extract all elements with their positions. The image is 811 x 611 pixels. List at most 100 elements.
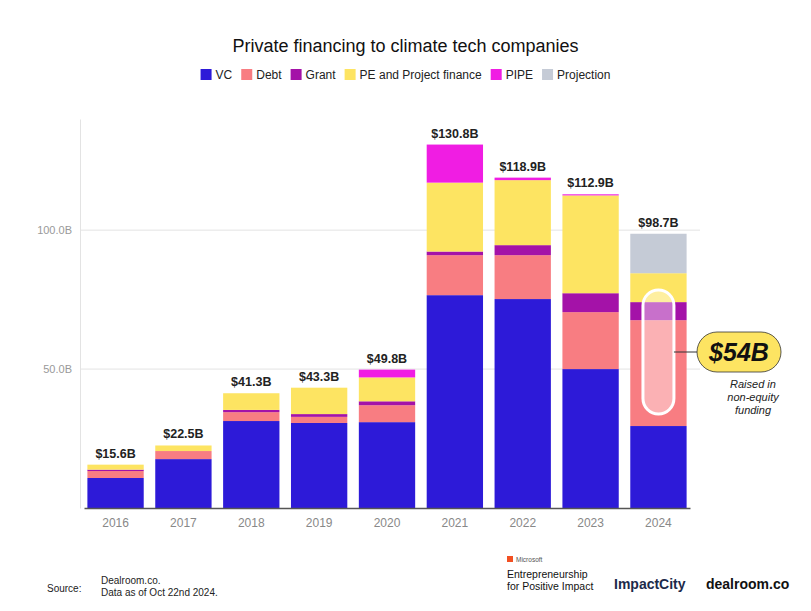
footer: Source: Dealroom.co.Data as of Oct 22nd 2… xyxy=(47,556,789,598)
y-axis: 50.0B 100.0B xyxy=(37,120,80,509)
x-tick-label: 2022 xyxy=(509,516,536,530)
x-tick-label: 2021 xyxy=(442,516,469,530)
logo-microsoft: Microsoft xyxy=(516,556,543,563)
annotation-box xyxy=(697,332,781,372)
bar-segment xyxy=(427,295,483,508)
bar-segment xyxy=(630,234,686,273)
source-label: Source: xyxy=(47,583,81,594)
bar-segment xyxy=(359,405,415,422)
x-tick-label: 2020 xyxy=(374,516,401,530)
bar-segment xyxy=(562,194,618,195)
x-tick: 2024 xyxy=(645,508,672,530)
logo-impactcity: ImpactCity xyxy=(614,576,686,592)
bar-segment xyxy=(155,451,211,459)
x-tick: 2022 xyxy=(509,508,536,530)
source-text: Dealroom.co. xyxy=(101,575,160,586)
total-label: $22.5B xyxy=(163,427,203,441)
logo-icon xyxy=(507,556,513,562)
bar-segment xyxy=(427,255,483,295)
legend-label: VC xyxy=(216,68,233,82)
chart: Private financing to climate tech compan… xyxy=(0,0,811,611)
series-4 xyxy=(359,145,619,378)
bar-segment xyxy=(87,471,143,478)
annotation-note: funding xyxy=(735,404,772,416)
x-tick-label: 2016 xyxy=(102,516,129,530)
bar-segment xyxy=(223,410,279,412)
bar-segment xyxy=(87,464,143,465)
bar-segment xyxy=(562,312,618,369)
y-axis-line xyxy=(80,120,81,509)
legend-label: Projection xyxy=(557,68,610,82)
legend-label: PIPE xyxy=(506,68,533,82)
x-tick: 2019 xyxy=(306,508,333,530)
x-tick: 2017 xyxy=(170,508,197,530)
legend-swatch xyxy=(345,69,356,80)
bar-segment xyxy=(427,183,483,252)
y-tick: 100.0B xyxy=(37,224,80,236)
y-tick-label: 50.0B xyxy=(43,363,72,375)
total-label: $130.8B xyxy=(431,127,478,141)
total-label: $98.7B xyxy=(638,216,678,230)
x-tick: 2016 xyxy=(102,508,129,530)
legend-swatch xyxy=(201,69,212,80)
x-tick-label: 2019 xyxy=(306,516,333,530)
bars xyxy=(87,145,686,508)
legend-item: VC xyxy=(201,68,233,82)
logo-dealroom: dealroom.co xyxy=(706,576,789,592)
total-label: $15.6B xyxy=(95,447,135,461)
x-axis-line xyxy=(85,508,691,510)
legend-label: Grant xyxy=(306,68,337,82)
bar-segment xyxy=(155,459,211,508)
legend-swatch xyxy=(241,69,252,80)
total-label: $112.9B xyxy=(567,176,614,190)
bar-segment xyxy=(87,478,143,508)
bar-segment xyxy=(630,426,686,508)
total-label: $118.9B xyxy=(499,160,546,174)
bar-segment xyxy=(359,401,415,405)
bar-segment xyxy=(495,178,551,181)
bar-segment xyxy=(359,422,415,508)
totals: $15.6B$22.5B$41.3B$43.3B$49.8B$130.8B$11… xyxy=(95,127,678,461)
logo-program: Entrepreneurship xyxy=(507,568,588,580)
legend: VC Debt Grant PE and Project finance PIPE Pro… xyxy=(201,68,611,82)
y-tick: 50.0B xyxy=(43,363,80,375)
x-tick: 2023 xyxy=(577,508,604,530)
series-0 xyxy=(87,295,686,508)
total-label: $41.3B xyxy=(231,375,271,389)
bar-segment xyxy=(87,470,143,471)
bar-segment xyxy=(359,377,415,401)
legend-item: Grant xyxy=(291,68,337,82)
bar-segment xyxy=(291,423,347,508)
bar-segment xyxy=(427,252,483,256)
series-5 xyxy=(630,234,686,273)
bar-segment xyxy=(223,421,279,508)
bar-segment xyxy=(562,369,618,508)
x-tick-label: 2017 xyxy=(170,516,197,530)
x-tick: 2020 xyxy=(374,508,401,530)
bar-segment xyxy=(562,195,618,293)
x-tick-label: 2018 xyxy=(238,516,265,530)
bar-segment xyxy=(495,245,551,255)
bar-segment xyxy=(155,445,211,451)
legend-item: Debt xyxy=(241,68,282,82)
bar-segment xyxy=(427,145,483,183)
total-label: $49.8B xyxy=(367,352,407,366)
legend-swatch xyxy=(542,69,553,80)
legend-item: PIPE xyxy=(491,68,533,82)
x-tick: 2018 xyxy=(238,508,265,530)
title: Private financing to climate tech compan… xyxy=(232,36,578,56)
x-tick-label: 2023 xyxy=(577,516,604,530)
bar-segment xyxy=(223,393,279,394)
legend-label: PE and Project finance xyxy=(360,68,482,82)
legend-item: PE and Project finance xyxy=(345,68,482,82)
bar-segment xyxy=(223,412,279,421)
annotation-connector xyxy=(674,352,697,353)
bar-segment xyxy=(291,388,347,414)
legend-swatch xyxy=(491,69,502,80)
annotation-note: non-equity xyxy=(727,391,780,403)
source-text: Data as of Oct 22nd 2024. xyxy=(101,587,218,598)
bar-segment xyxy=(562,293,618,312)
bar-segment xyxy=(495,180,551,245)
legend-label: Debt xyxy=(256,68,282,82)
bar-segment xyxy=(495,299,551,508)
